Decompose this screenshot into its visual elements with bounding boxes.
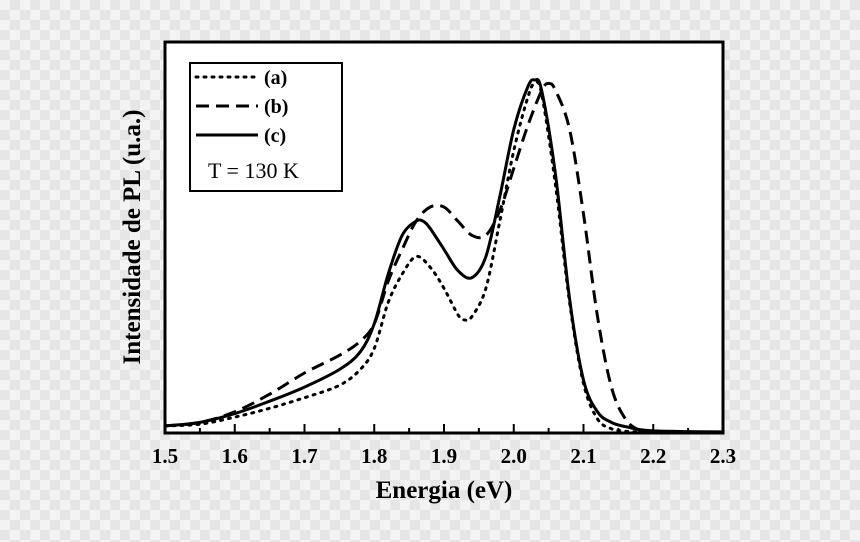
x-axis-title: Energia (eV)	[376, 477, 513, 504]
y-axis-title: Intensidade de PL (u.a.)	[119, 110, 146, 365]
x-tick-label-1: 1.5	[152, 444, 178, 468]
legend-label-c: (c)	[264, 125, 286, 147]
series-layer	[163, 77, 725, 434]
series-line-3	[164, 77, 724, 434]
ticks-layer: 1.5 1.6 1.7 1.8 1.9 2.0 2.1 2.2 2.3	[152, 424, 736, 468]
legend: (a) (b) (c) T = 130 K	[189, 62, 343, 192]
x-tick-label-5: 1.9	[431, 444, 457, 468]
series-line-1	[163, 80, 725, 434]
legend-box	[189, 62, 343, 192]
x-tick-label-4: 1.8	[361, 444, 387, 468]
temperature-annotation: T = 130 K	[208, 158, 299, 183]
x-tick-label-7: 2.1	[570, 444, 596, 468]
plot-frame	[163, 40, 725, 435]
x-tick-label-9: 2.3	[710, 444, 736, 468]
x-tick-label-6: 2.0	[501, 444, 527, 468]
legend-label-a: (a)	[264, 67, 287, 89]
legend-label-b: (b)	[264, 96, 288, 118]
x-tick-label-8: 2.2	[640, 444, 666, 468]
x-tick-label-2: 1.6	[222, 444, 248, 468]
series-line-2	[164, 81, 724, 434]
x-tick-label-3: 1.7	[291, 444, 317, 468]
